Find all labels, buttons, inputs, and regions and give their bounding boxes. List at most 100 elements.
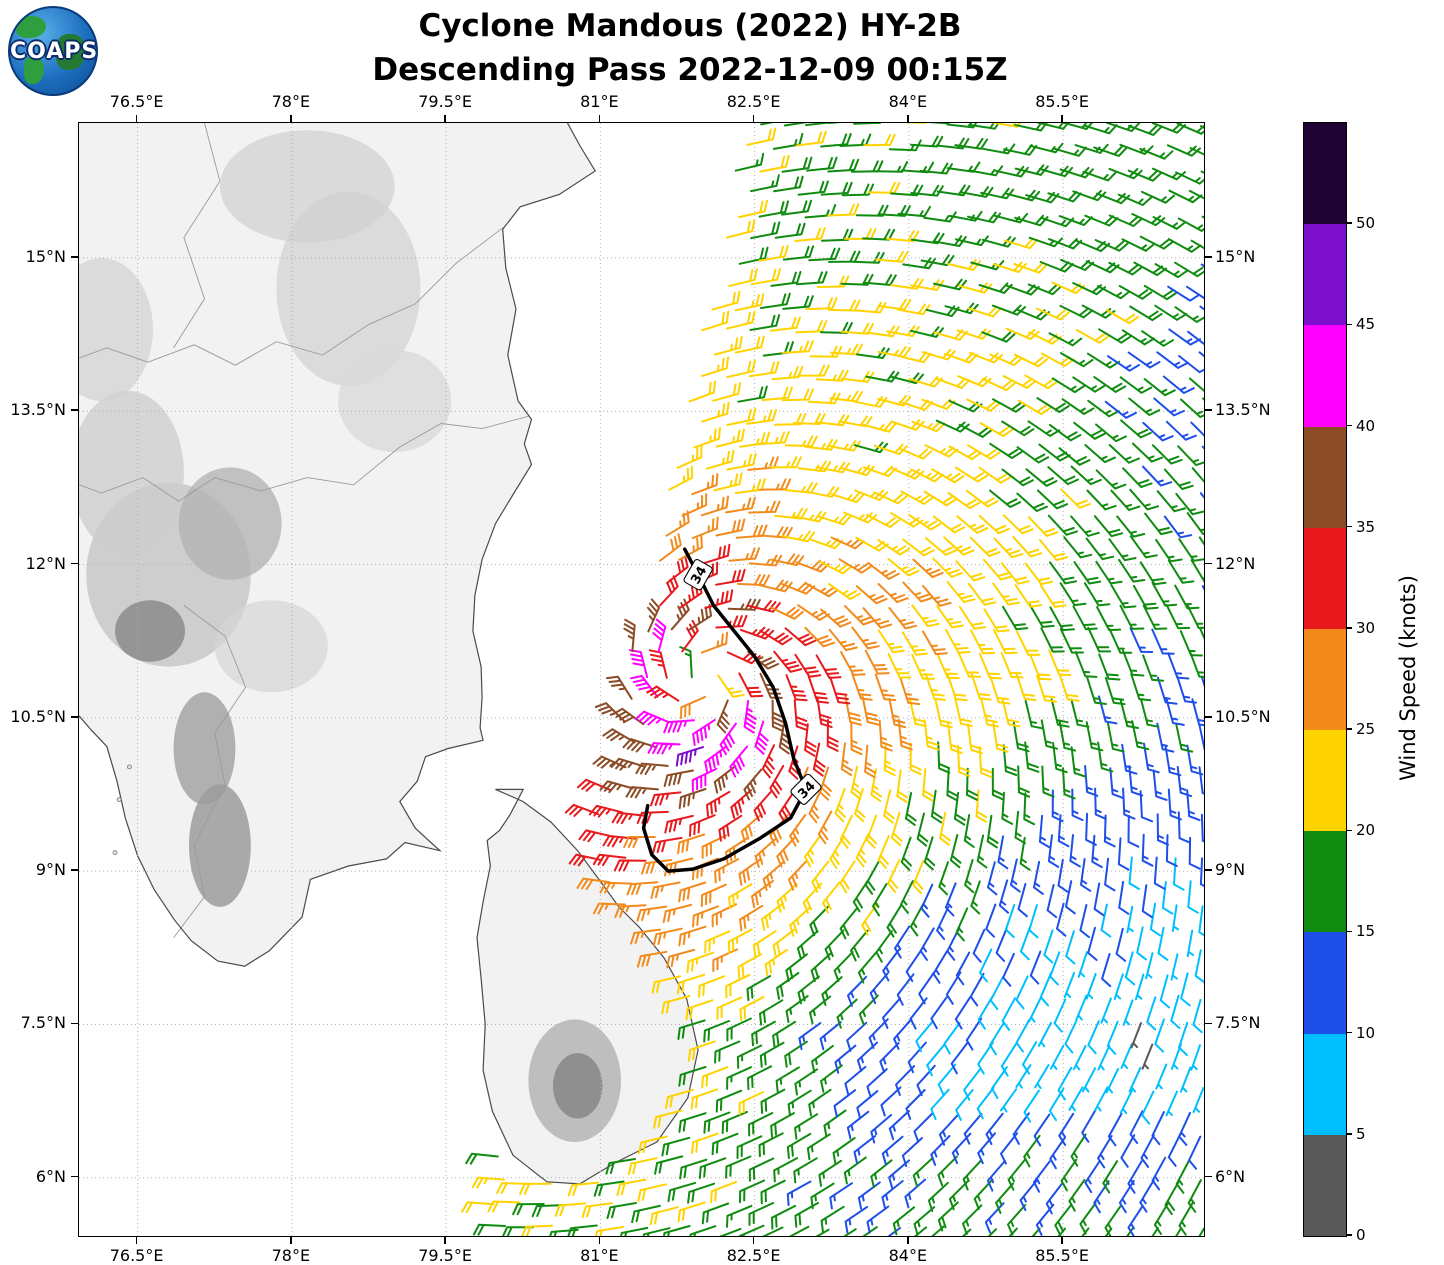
wind-barb	[774, 134, 803, 149]
wind-barb	[1098, 1136, 1112, 1167]
wind-barb	[788, 1182, 811, 1206]
wind-barb	[655, 1156, 682, 1173]
lon-tick-label: 76.5°E	[92, 1246, 182, 1265]
wind-barb	[689, 605, 711, 630]
wind-barb	[918, 814, 928, 846]
wind-barb	[1165, 1183, 1178, 1215]
wind-barb	[967, 400, 999, 411]
wind-barb	[1034, 1161, 1050, 1191]
colorbar-tick	[1346, 627, 1352, 629]
lat-tick-label: 13.5°N	[0, 400, 66, 419]
wind-barb	[936, 700, 952, 728]
wind-barb	[1179, 1113, 1190, 1145]
wind-barb	[871, 1160, 891, 1187]
wind-barb	[871, 973, 888, 1003]
wind-barb	[1055, 1000, 1066, 1032]
wind-barb	[821, 134, 851, 147]
colorbar-tick	[1346, 1234, 1352, 1236]
wind-barb	[991, 977, 1003, 1009]
wind-barb	[665, 771, 693, 787]
wind-barb	[679, 927, 705, 946]
colorbar-segment-40-45	[1304, 325, 1346, 427]
wind-barb	[1041, 628, 1063, 651]
wind-barb	[730, 747, 747, 777]
wind-barb	[738, 1136, 762, 1158]
wind-barb	[1049, 650, 1070, 675]
wind-barb	[867, 816, 876, 848]
wind-barb	[964, 1160, 982, 1189]
wind-barb	[944, 1023, 959, 1054]
wind-barb	[1059, 1068, 1072, 1100]
wind-barb	[1017, 1020, 1030, 1052]
wind-barb	[1108, 356, 1139, 371]
wind-barb	[1021, 927, 1030, 959]
wind-barb	[520, 1184, 551, 1194]
wind-barb	[1121, 1135, 1134, 1167]
wind-barb	[889, 654, 911, 678]
axis-tick-right	[1205, 563, 1212, 565]
wind-barb	[937, 907, 948, 939]
wind-barb	[1131, 1111, 1143, 1143]
colorbar-segment-15-20	[1304, 831, 1346, 933]
colorbar-segment-25-30	[1304, 628, 1346, 730]
colorbar-tick	[1346, 425, 1352, 427]
wind-barb	[664, 720, 694, 732]
wind-barb	[921, 928, 934, 960]
wind-barb	[903, 632, 927, 654]
wind-barb	[1004, 745, 1017, 775]
wind-barb	[1200, 767, 1205, 796]
wind-barb	[1050, 333, 1082, 345]
wind-barb	[859, 953, 876, 983]
wind-barb	[797, 272, 827, 284]
colorbar-tick-label: 50	[1356, 214, 1375, 232]
wind-barb	[637, 907, 666, 921]
colorbar-tick	[1346, 1133, 1352, 1135]
colorbar-tick-label: 5	[1356, 1125, 1366, 1143]
wind-barb	[978, 1133, 995, 1163]
lon-tick-label: 84°E	[863, 1246, 953, 1265]
wind-barb	[650, 650, 667, 678]
wind-barb	[1152, 630, 1173, 654]
wind-barb	[982, 332, 1014, 341]
wind-barb	[848, 1112, 869, 1139]
wind-barb	[1124, 1000, 1133, 1025]
wind-barb	[702, 1067, 727, 1087]
wind-barb	[1191, 1045, 1200, 1070]
wind-barb	[978, 836, 987, 868]
wind-barb	[1178, 767, 1191, 796]
wind-barb	[873, 884, 887, 915]
wind-barb	[1035, 1065, 1048, 1088]
wind-barb	[740, 248, 768, 264]
wind-barb	[474, 1225, 505, 1235]
wind-barb	[727, 1206, 752, 1227]
wind-barb	[636, 764, 667, 774]
wind-barb	[1098, 1046, 1109, 1070]
wind-barb	[1168, 653, 1188, 678]
wind-barb	[1167, 605, 1190, 628]
wind-barb	[804, 884, 822, 913]
axis-tick-bottom	[290, 1237, 292, 1244]
lon-tick-label: 78°E	[246, 92, 336, 111]
axis-tick-right	[1205, 1176, 1212, 1178]
wind-barb	[1203, 586, 1204, 609]
wind-barb	[911, 470, 943, 482]
wind-barb	[795, 1203, 818, 1227]
wind-barb	[1188, 513, 1204, 534]
wind-barb	[968, 307, 1000, 316]
wind-barb	[1154, 399, 1184, 416]
wind-barb	[1122, 1044, 1132, 1068]
wind-barb	[1191, 423, 1204, 441]
wind-barb	[845, 1157, 866, 1183]
wind-barb	[782, 532, 814, 542]
wind-barb	[755, 791, 772, 821]
colorbar-tick-label: 20	[1356, 821, 1375, 839]
wind-barb	[651, 883, 679, 899]
wind-barb	[834, 1138, 855, 1164]
wind-barb	[1030, 655, 1051, 680]
wind-barb	[1143, 423, 1172, 441]
wind-barb	[761, 123, 789, 124]
wind-barb	[1121, 606, 1144, 629]
wind-barb	[771, 317, 800, 330]
wind-barb	[1192, 560, 1204, 582]
wind-barb	[882, 1181, 902, 1208]
